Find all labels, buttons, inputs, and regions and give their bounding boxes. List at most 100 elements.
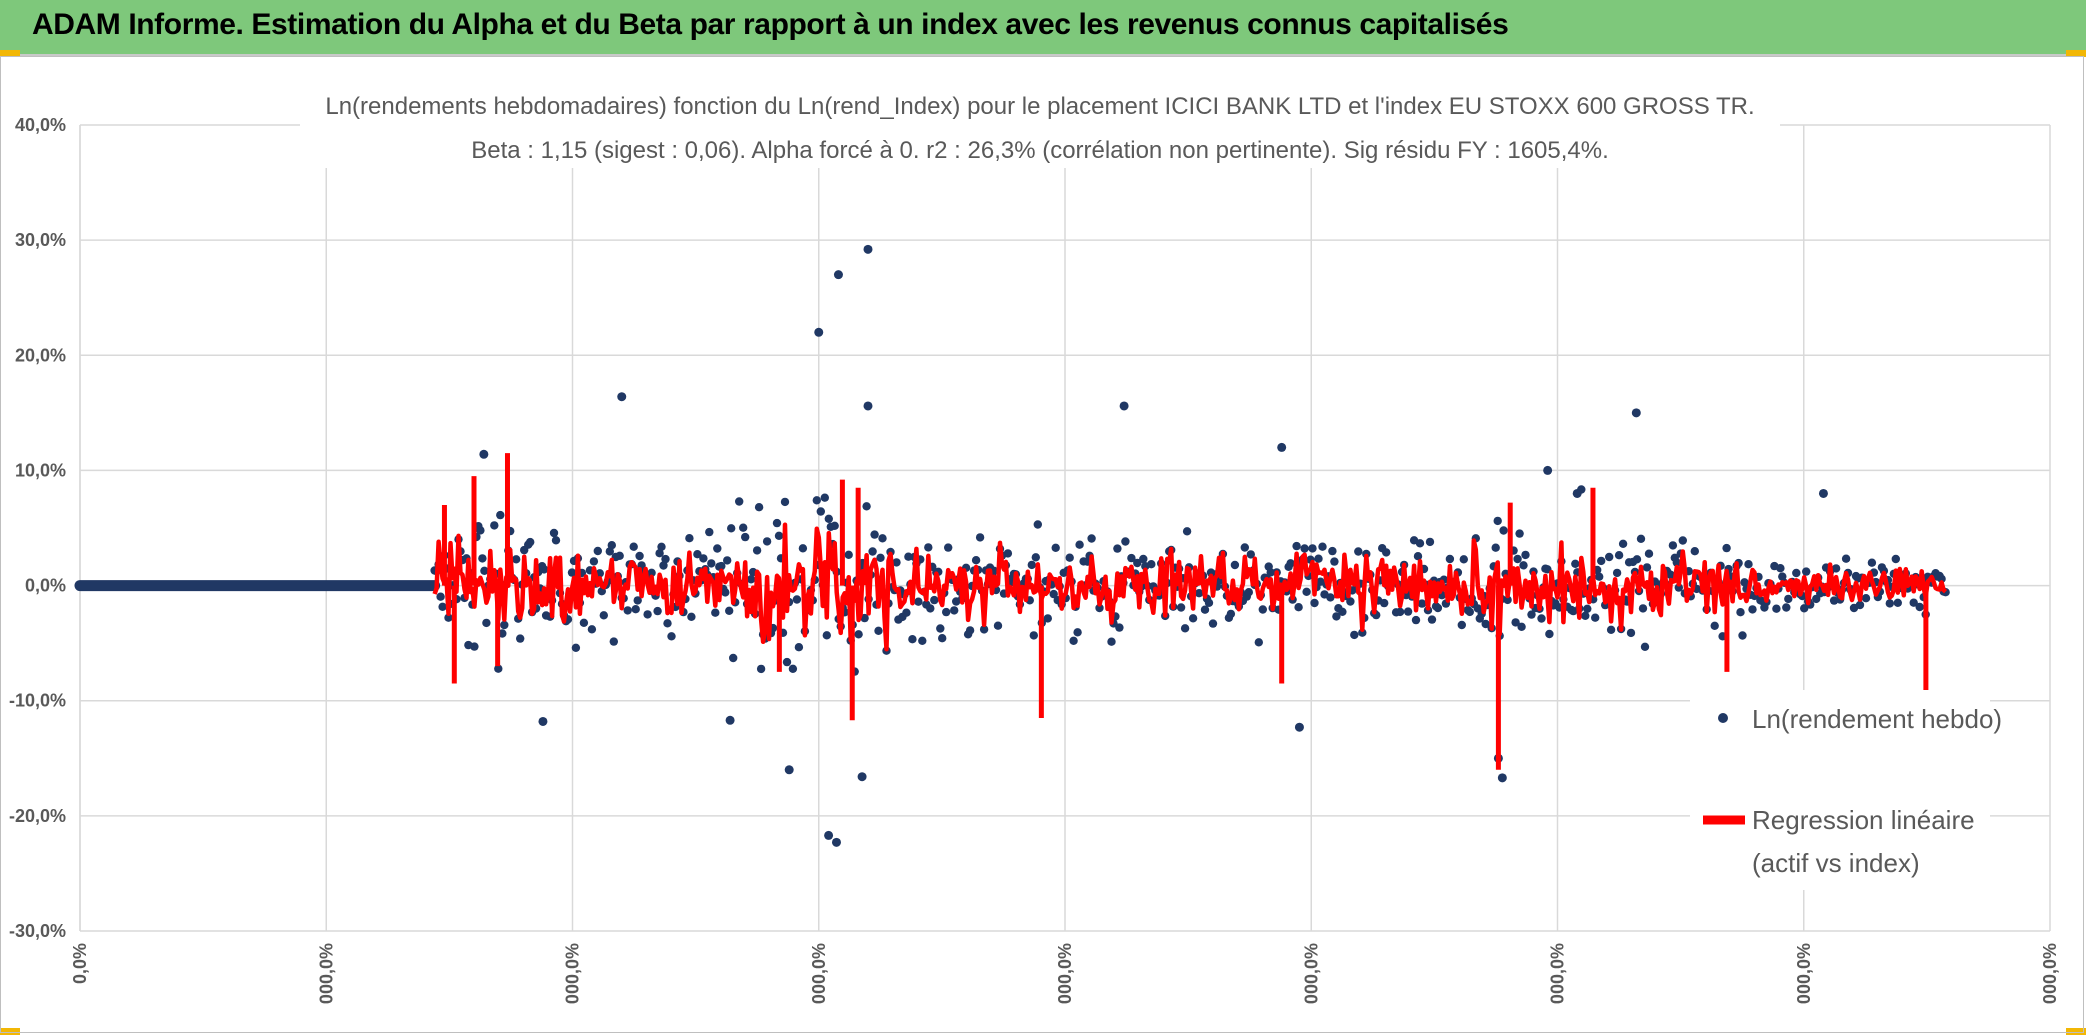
data-point bbox=[1107, 637, 1116, 646]
data-point bbox=[1445, 554, 1455, 564]
axis-ticks: 40,0% 30,0% 20,0% 10,0% 0,0% -10,0% -20,0% -30,… bbox=[9, 115, 2060, 1004]
data-point bbox=[741, 532, 750, 542]
data-point bbox=[752, 546, 762, 555]
data-point bbox=[830, 521, 839, 530]
data-point bbox=[930, 595, 939, 605]
data-point bbox=[878, 534, 887, 543]
data-point bbox=[480, 566, 489, 575]
data-point bbox=[1133, 558, 1142, 568]
data-point bbox=[589, 557, 599, 566]
data-point bbox=[1027, 560, 1037, 570]
data-point bbox=[635, 551, 644, 561]
data-point bbox=[1818, 488, 1828, 498]
data-point bbox=[1457, 620, 1467, 630]
data-point bbox=[1294, 603, 1303, 612]
data-point bbox=[798, 544, 808, 553]
data-point bbox=[950, 606, 959, 615]
data-point bbox=[587, 625, 597, 634]
data-point bbox=[1286, 559, 1295, 568]
data-point bbox=[1294, 722, 1304, 732]
y-tick-label: -10,0% bbox=[9, 691, 66, 711]
data-point bbox=[1350, 630, 1359, 640]
data-point bbox=[1314, 554, 1323, 563]
data-point bbox=[924, 543, 933, 552]
data-point bbox=[820, 493, 829, 502]
data-point bbox=[653, 606, 662, 616]
data-point bbox=[1493, 516, 1502, 526]
data-point bbox=[1147, 560, 1156, 569]
data-point bbox=[476, 526, 485, 535]
data-point bbox=[831, 837, 841, 847]
data-point bbox=[1503, 595, 1512, 605]
data-point bbox=[685, 534, 694, 543]
data-point bbox=[1776, 564, 1785, 573]
x-tick-label: 000,0% bbox=[1055, 943, 1075, 1004]
series-regression bbox=[432, 453, 1948, 770]
regression-line bbox=[432, 522, 1948, 652]
data-point bbox=[1415, 539, 1425, 548]
data-point bbox=[1380, 598, 1389, 608]
data-point bbox=[1867, 558, 1877, 567]
x-tick-label: 000,0% bbox=[2040, 943, 2060, 1004]
chart-title-line2: Beta : 1,15 (sigest : 0,06). Alpha forcé… bbox=[471, 137, 1609, 164]
y-tick-label: 10,0% bbox=[15, 460, 66, 480]
x-tick-label: 000,0% bbox=[1301, 943, 1321, 1004]
data-point bbox=[822, 631, 831, 640]
data-point bbox=[874, 626, 883, 635]
data-point bbox=[1230, 560, 1240, 570]
data-point bbox=[857, 772, 867, 782]
data-point bbox=[1499, 526, 1508, 535]
data-point bbox=[792, 595, 802, 604]
data-point bbox=[1511, 618, 1520, 627]
data-point bbox=[844, 550, 853, 559]
data-point bbox=[965, 626, 975, 635]
data-point bbox=[1491, 543, 1500, 552]
data-point bbox=[1200, 605, 1210, 614]
data-point bbox=[1338, 607, 1347, 616]
data-point bbox=[1065, 553, 1074, 562]
data-point bbox=[735, 497, 744, 506]
y-tick-label: 40,0% bbox=[15, 115, 66, 135]
y-tick-label: 30,0% bbox=[15, 230, 66, 250]
data-point bbox=[782, 657, 792, 667]
data-point bbox=[824, 830, 834, 840]
data-point bbox=[723, 556, 732, 565]
data-point bbox=[1073, 628, 1082, 637]
data-point bbox=[1513, 554, 1522, 564]
data-point bbox=[593, 546, 602, 556]
data-point bbox=[1605, 552, 1614, 562]
data-point bbox=[979, 625, 989, 634]
data-point bbox=[772, 518, 782, 528]
data-point bbox=[854, 630, 863, 639]
data-point bbox=[1545, 629, 1554, 639]
data-point bbox=[643, 610, 652, 619]
data-point bbox=[1893, 598, 1903, 607]
data-point bbox=[444, 613, 453, 622]
data-point bbox=[1033, 520, 1043, 529]
data-point bbox=[944, 543, 953, 552]
data-point bbox=[727, 524, 736, 533]
data-point bbox=[1782, 603, 1791, 612]
data-point bbox=[438, 602, 447, 611]
x-tick-label: 000,0% bbox=[1794, 943, 1814, 1004]
data-point bbox=[1640, 642, 1650, 651]
data-point bbox=[1244, 588, 1254, 597]
data-point bbox=[1358, 628, 1367, 637]
data-point bbox=[663, 619, 672, 628]
data-point bbox=[1208, 619, 1218, 628]
data-point bbox=[1668, 541, 1678, 550]
data-point bbox=[1308, 544, 1317, 553]
x-tick-label: 000,0% bbox=[1548, 943, 1568, 1004]
data-point bbox=[516, 634, 525, 643]
data-point bbox=[1240, 543, 1250, 552]
data-point bbox=[633, 596, 642, 605]
data-point bbox=[1748, 605, 1757, 614]
data-point bbox=[794, 643, 804, 652]
data-point bbox=[816, 507, 825, 516]
data-point bbox=[780, 497, 790, 507]
data-point bbox=[1176, 603, 1186, 612]
data-point bbox=[1626, 628, 1636, 638]
data-point bbox=[1595, 572, 1604, 581]
data-point bbox=[936, 624, 945, 633]
data-point bbox=[1690, 547, 1700, 556]
